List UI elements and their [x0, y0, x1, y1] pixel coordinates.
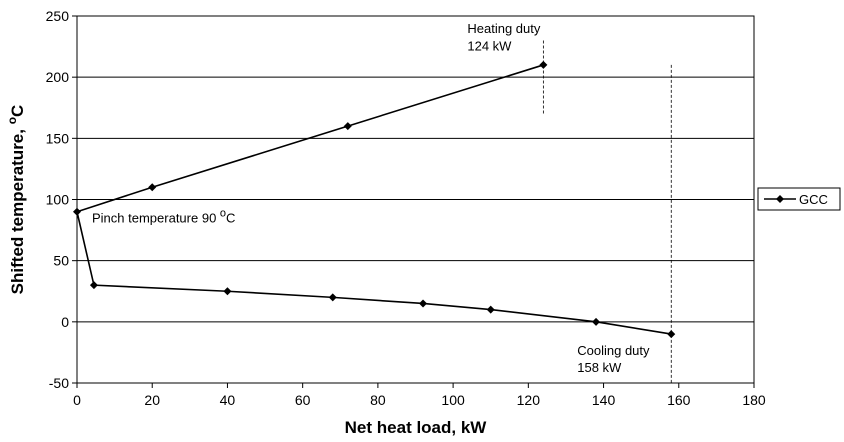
x-tick-label-40: 40 — [220, 392, 236, 408]
pinch-temperature-label: Pinch temperature 90 oC — [92, 208, 235, 226]
data-point-7 — [419, 299, 428, 308]
x-tick-label-120: 120 — [517, 392, 541, 408]
data-point-1 — [343, 122, 352, 131]
data-point-4 — [89, 281, 98, 290]
legend-marker — [776, 195, 784, 203]
y-tick-label-150: 150 — [46, 130, 70, 146]
cooling-duty-label: Cooling duty — [577, 343, 650, 358]
x-tick-label-80: 80 — [370, 392, 386, 408]
x-tick-label-100: 100 — [441, 392, 465, 408]
x-tick-label-140: 140 — [592, 392, 616, 408]
data-point-2 — [148, 183, 157, 192]
data-point-9 — [592, 317, 601, 326]
y-axis-title-unit: C — [8, 105, 27, 117]
x-tick-label-160: 160 — [667, 392, 691, 408]
legend-label-gcc: GCC — [799, 192, 828, 207]
y-axis-ticks: -50 0 50 100 150 200 250 — [46, 8, 77, 391]
y-tick-label--50: -50 — [49, 375, 69, 391]
y-axis-title-main: Shifted temperature, — [8, 124, 27, 294]
y-tick-label-50: 50 — [53, 253, 69, 269]
x-axis-ticks: 0 20 40 60 80 100 120 140 160 180 — [73, 383, 766, 408]
heating-duty-value: 124 kW — [467, 38, 512, 53]
x-tick-label-20: 20 — [144, 392, 160, 408]
y-tick-label-250: 250 — [46, 8, 70, 24]
y-tick-label-0: 0 — [61, 314, 69, 330]
data-point-6 — [328, 293, 337, 302]
data-point-10 — [667, 330, 676, 339]
x-tick-label-60: 60 — [295, 392, 311, 408]
cooling-duty-value: 158 kW — [577, 360, 622, 375]
grid-lines — [77, 15, 754, 384]
x-tick-label-180: 180 — [742, 392, 766, 408]
pinch-label-main: Pinch temperature 90 — [92, 211, 220, 226]
duty-markers — [542, 40, 672, 383]
x-axis-title: Net heat load, kW — [345, 418, 488, 437]
series-gcc — [73, 60, 676, 339]
pinch-label-super: o — [220, 208, 226, 220]
heating-duty-label: Heating duty — [467, 21, 540, 36]
y-axis-title: Shifted temperature, oC — [5, 105, 27, 295]
y-tick-label-100: 100 — [46, 192, 70, 208]
legend-box — [757, 187, 841, 211]
legend: GCC — [757, 187, 841, 211]
pinch-label-unit: C — [226, 211, 235, 226]
y-axis-title-super: o — [5, 117, 19, 124]
y-tick-label-200: 200 — [46, 69, 70, 85]
data-point-3 — [73, 207, 81, 216]
data-point-5 — [223, 287, 232, 296]
data-point-8 — [486, 305, 495, 314]
x-tick-label-0: 0 — [73, 392, 81, 408]
data-point-0 — [539, 60, 548, 69]
